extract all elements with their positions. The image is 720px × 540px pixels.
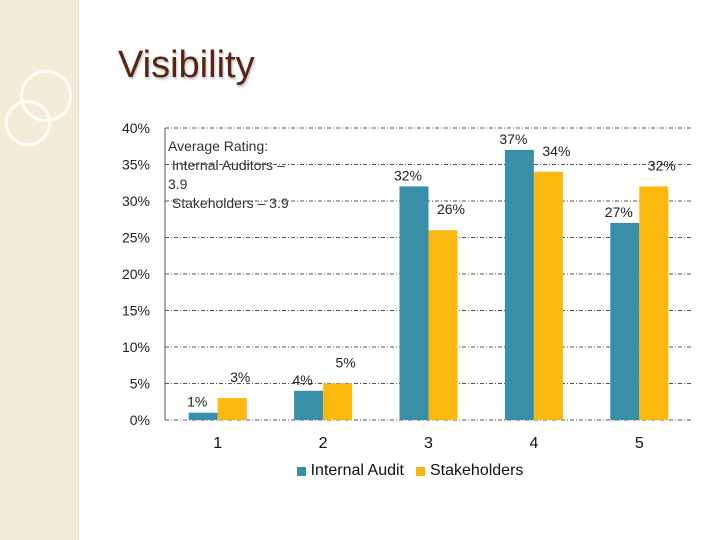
x-tick-label: 1 xyxy=(213,435,222,452)
legend-swatch-stakeholders xyxy=(416,466,425,476)
bar-stakeholders xyxy=(323,383,353,420)
y-tick-label: 35% xyxy=(122,157,150,173)
bar-stakeholders xyxy=(639,186,669,420)
legend-swatch-internal-audit xyxy=(296,466,306,476)
bar-internal-audit xyxy=(188,412,218,420)
bar-internal-audit xyxy=(399,186,429,420)
bar-stakeholders xyxy=(533,171,563,420)
bar-internal-audit xyxy=(504,149,534,420)
page-title: Visibility xyxy=(118,44,255,86)
x-tick-label: 3 xyxy=(424,435,433,452)
data-label: 26% xyxy=(437,201,465,217)
data-label: 1% xyxy=(187,394,207,410)
bar-internal-audit xyxy=(610,222,640,420)
chart-legend: Internal Audit Stakeholders xyxy=(0,462,720,480)
x-tick-label: 4 xyxy=(529,435,538,452)
y-tick-label: 5% xyxy=(130,376,150,392)
bar-stakeholders xyxy=(428,230,458,420)
bar-internal-audit xyxy=(294,390,324,420)
data-label: 4% xyxy=(292,372,312,388)
data-label: 34% xyxy=(542,143,570,159)
data-label: 37% xyxy=(499,131,527,147)
data-label: 3% xyxy=(230,369,250,385)
decorative-side-band xyxy=(0,0,79,540)
data-label: 5% xyxy=(335,355,355,371)
legend-label-stakeholders: Stakeholders xyxy=(430,462,524,479)
y-tick-label: 0% xyxy=(130,412,150,428)
data-label: 32% xyxy=(394,167,422,183)
average-rating-annotation: Average Rating: Internal Auditors – 3.9 … xyxy=(168,138,289,211)
data-label: 32% xyxy=(648,157,676,173)
x-tick-label: 2 xyxy=(319,435,328,452)
bar-stakeholders xyxy=(217,398,247,420)
y-tick-label: 20% xyxy=(122,266,150,282)
decorative-circle xyxy=(5,100,51,146)
y-tick-label: 10% xyxy=(122,339,150,355)
y-tick-label: 30% xyxy=(122,193,150,209)
data-label: 27% xyxy=(605,204,633,220)
legend-item-stakeholders: Stakeholders xyxy=(416,462,523,480)
legend-item-internal-audit: Internal Audit xyxy=(296,462,404,480)
y-tick-label: 25% xyxy=(122,230,150,246)
y-tick-label: 40% xyxy=(122,120,150,136)
y-tick-label: 15% xyxy=(122,303,150,319)
x-tick-label: 5 xyxy=(635,435,644,452)
legend-label-internal-audit: Internal Audit xyxy=(310,462,404,479)
